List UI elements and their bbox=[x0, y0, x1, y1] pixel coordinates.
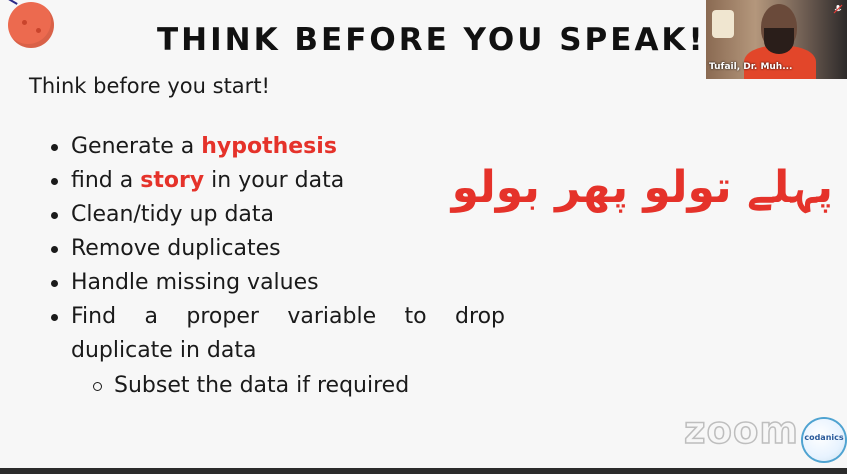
participant-video-tile[interactable]: Tufail, Dr. Muh... bbox=[706, 0, 847, 79]
participant-beard bbox=[764, 28, 794, 54]
bullet-text: duplicate in data bbox=[71, 338, 257, 363]
bullet-text: Remove duplicates bbox=[71, 236, 281, 261]
sub-bullet-item: Subset the data if required bbox=[93, 369, 409, 403]
logo-accent-line bbox=[6, 0, 18, 5]
logo-dot bbox=[36, 28, 41, 33]
bullet-text: Handle missing values bbox=[71, 270, 319, 295]
bullet-list: Generate a hypothesis find a story in yo… bbox=[50, 130, 505, 368]
bullet-item: Clean/tidy up data bbox=[50, 198, 505, 232]
participant-name: Tufail, Dr. Muh... bbox=[709, 62, 793, 72]
screen-share-border bbox=[0, 468, 847, 474]
badge-label: codanics bbox=[804, 433, 844, 442]
codanics-badge: codanics bbox=[803, 419, 845, 461]
logo-dot bbox=[22, 20, 27, 25]
urdu-proverb: پہلے تولو پھر بولو bbox=[451, 162, 833, 213]
slide-subtitle: Think before you start! bbox=[29, 74, 270, 98]
mic-muted-icon bbox=[833, 4, 843, 14]
bullet-item: Handle missing values bbox=[50, 266, 505, 300]
zoom-watermark: zoom bbox=[683, 408, 799, 453]
bullet-text: Find a proper variable to drop bbox=[71, 304, 505, 329]
brand-logo bbox=[6, 0, 54, 48]
bullet-item: Remove duplicates bbox=[50, 232, 505, 266]
bullet-item: Generate a hypothesis bbox=[50, 130, 505, 164]
bullet-item: find a story in your data bbox=[50, 164, 505, 198]
bullet-text: in your data bbox=[204, 168, 345, 193]
bullet-text: find a bbox=[71, 168, 141, 193]
background-lamp bbox=[712, 10, 734, 38]
bullet-highlight: story bbox=[140, 168, 205, 193]
slide-title: THINK BEFORE YOU SPEAK! bbox=[157, 22, 706, 58]
bullet-highlight: hypothesis bbox=[201, 134, 337, 159]
bullet-item: Find a proper variable to drop duplicate… bbox=[50, 300, 505, 368]
bullet-text: Clean/tidy up data bbox=[71, 202, 275, 227]
bullet-text: Generate a bbox=[71, 134, 202, 159]
